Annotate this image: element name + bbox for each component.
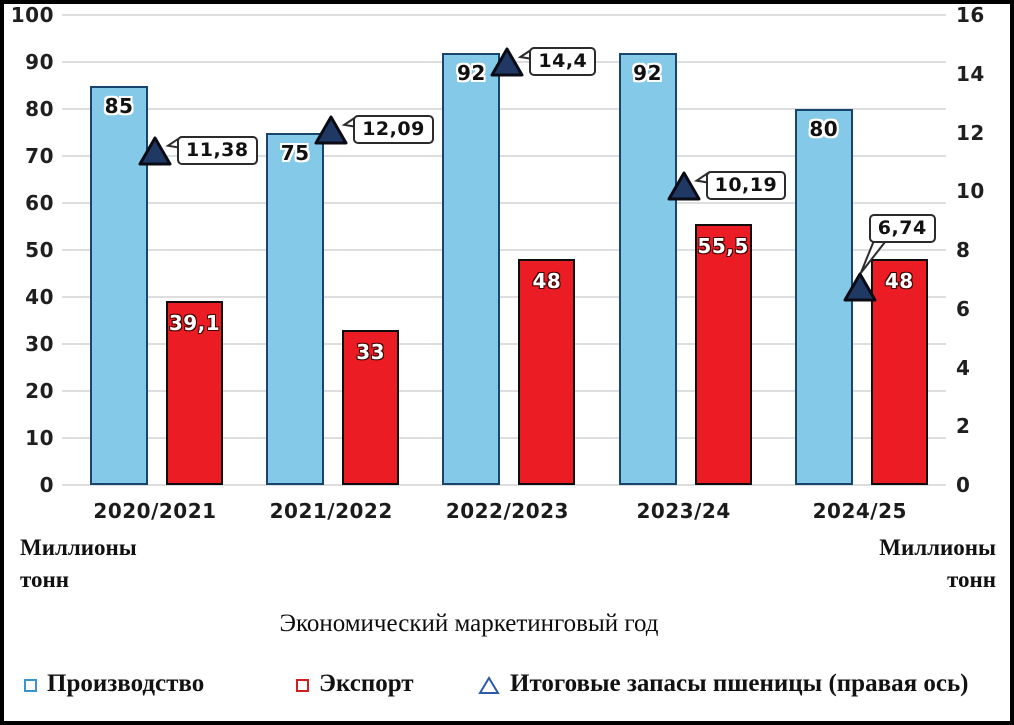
- category-label-2020/2021: 2020/2021: [93, 499, 217, 523]
- right-tick-12: 12: [956, 120, 985, 145]
- right-axis-title-line1: Миллионы: [879, 535, 996, 560]
- bar-value-label: 92: [456, 60, 486, 85]
- left-tick-100: 100: [10, 3, 54, 27]
- production-square-icon: [24, 679, 37, 692]
- left-tick-0: 0: [39, 473, 54, 497]
- bar-Производство-2020/2021: 85: [90, 85, 148, 485]
- gridline: [62, 202, 946, 204]
- gridline: [62, 343, 946, 345]
- right-tick-0: 0: [956, 473, 971, 497]
- left-tick-90: 90: [25, 50, 54, 74]
- category-label-2024/25: 2024/25: [812, 499, 907, 523]
- legend-item-stocks: Итоговые запасы пшеницы (правая ось): [478, 670, 969, 698]
- right-tick-10: 10: [956, 179, 985, 204]
- gridline: [62, 249, 946, 251]
- right-tick-14: 14: [956, 61, 985, 86]
- stocks-triangle-icon: [478, 675, 500, 694]
- left-tick-40: 40: [25, 285, 54, 309]
- gridline: [62, 296, 946, 298]
- bar-value-label: 80: [809, 117, 839, 141]
- gridline: [62, 14, 946, 16]
- stocks-marker-2021/2022: [314, 115, 348, 145]
- stocks-marker-2024/25: [843, 272, 877, 302]
- bar-Производство-2021/2022: 75: [266, 132, 325, 485]
- gridline: [62, 484, 946, 486]
- export-square-icon: [296, 679, 309, 692]
- left-tick-50: 50: [25, 238, 54, 262]
- category-label-2021/2022: 2021/2022: [269, 499, 393, 523]
- left-tick-60: 60: [25, 191, 54, 215]
- gridline: [62, 390, 946, 392]
- stocks-marker-2022/2023: [490, 47, 524, 77]
- gridline: [62, 155, 946, 157]
- right-tick-4: 4: [956, 355, 971, 380]
- bar-value-label: 75: [280, 140, 310, 165]
- bar-value-label: 33: [356, 339, 386, 364]
- right-tick-16: 16: [956, 3, 985, 27]
- bar-Производство-2023/24: 92: [618, 52, 677, 485]
- legend-label-production: Производство: [47, 670, 205, 697]
- bar-Экспорт-2020/2021: 39,1: [166, 301, 223, 485]
- right-tick-6: 6: [956, 296, 971, 321]
- gridline: [62, 437, 946, 439]
- stocks-marker-2023/24: [667, 171, 701, 201]
- bar-value-label: 39,1: [168, 311, 221, 336]
- gridline: [62, 108, 946, 110]
- right-axis-title-line2: тонн: [947, 567, 996, 592]
- left-tick-10: 10: [25, 426, 54, 450]
- bar-value-label: 55,5: [697, 234, 749, 259]
- callout-tails: [165, 47, 888, 274]
- bar-Экспорт-2024/25: 48: [870, 259, 928, 485]
- right-axis-title: Миллионы тонн: [879, 532, 996, 596]
- stocks-marker-2020/2021: [138, 136, 172, 166]
- legend-item-production: Производство: [24, 670, 204, 698]
- wheat-production-export-stocks-chart: 85 75 92 92 80 39,1 33 48 55,5 48 11,38 12,09 14,4 10…: [4, 4, 1010, 721]
- right-tick-8: 8: [956, 238, 971, 262]
- category-label-2022/2023: 2022/2023: [445, 499, 569, 523]
- plot-area: 85 75 92 92 80 39,1 33 48 55,5 48 11,38 12,09 14,4 10…: [62, 14, 946, 486]
- left-tick-20: 20: [25, 379, 54, 403]
- left-tick-80: 80: [25, 97, 54, 121]
- stocks-callout-2022/2023: 14,4: [529, 47, 597, 76]
- left-axis-title-line2: тонн: [20, 567, 69, 592]
- bar-value-label: 85: [104, 93, 134, 118]
- stocks-callout-2020/2021: 11,38: [177, 135, 258, 165]
- left-tick-30: 30: [25, 332, 54, 356]
- right-tick-2: 2: [956, 414, 971, 439]
- legend-label-export: Экспорт: [319, 670, 414, 697]
- bar-Экспорт-2023/24: 55,5: [694, 224, 752, 485]
- left-axis-title-line1: Миллионы: [20, 535, 137, 560]
- bar-Экспорт-2021/2022: 33: [342, 329, 400, 485]
- stocks-callout-2024/25: 6,74: [868, 214, 936, 243]
- legend-label-stocks: Итоговые запасы пшеницы (правая ось): [510, 670, 969, 697]
- bar-Производство-2022/2023: 92: [442, 52, 501, 485]
- legend-item-export: Экспорт: [296, 670, 414, 698]
- left-tick-70: 70: [25, 144, 54, 168]
- left-axis-title: Миллионы тонн: [20, 532, 137, 596]
- category-label-2023/24: 2023/24: [636, 499, 731, 523]
- bar-value-label: 92: [633, 60, 663, 85]
- bar-Экспорт-2022/2023: 48: [518, 259, 576, 485]
- stocks-callout-2023/24: 10,19: [705, 170, 787, 200]
- x-axis-title: Экономический маркетинговый год: [279, 610, 659, 637]
- legend: Производство Экспорт Итоговые запасы пше…: [4, 670, 1010, 714]
- stocks-callout-2021/2022: 12,09: [353, 114, 434, 144]
- bar-value-label: 48: [532, 269, 562, 294]
- bar-value-label: 48: [884, 269, 914, 294]
